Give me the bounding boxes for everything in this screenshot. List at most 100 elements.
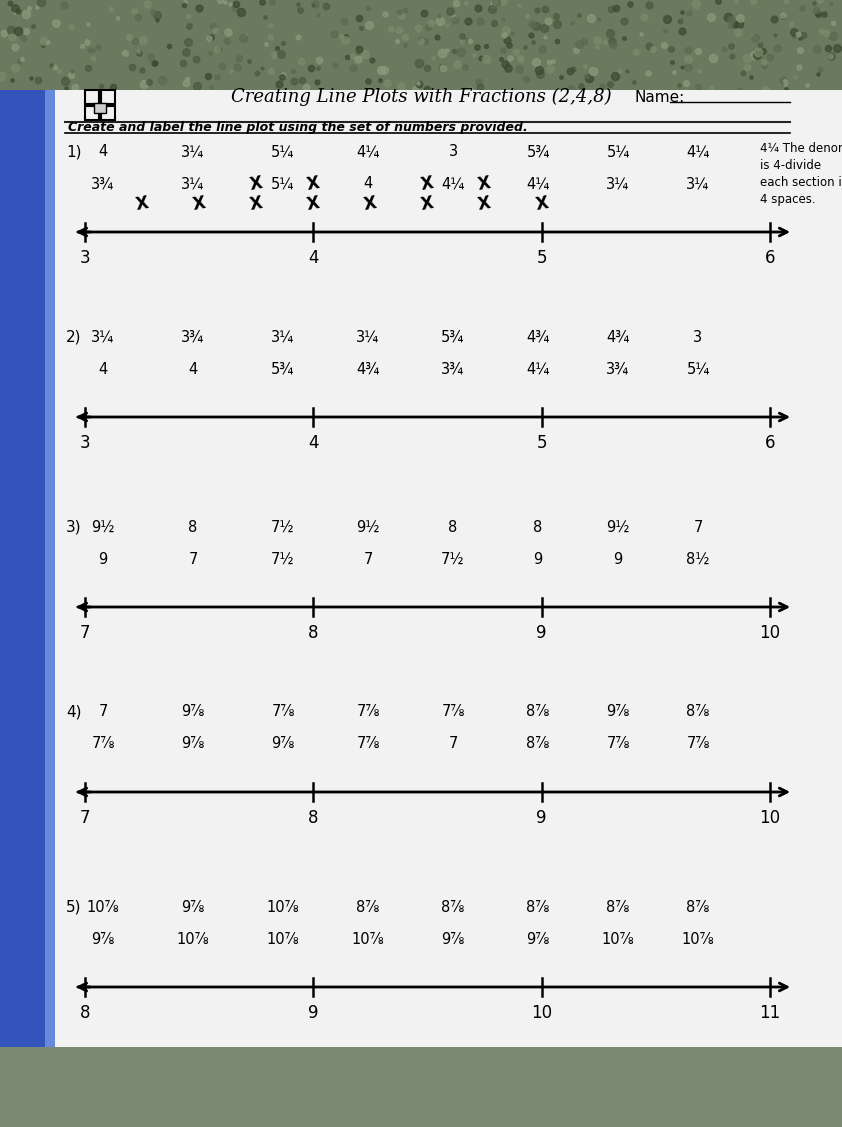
Text: 2): 2) [66, 329, 82, 345]
Text: 9½: 9½ [356, 520, 380, 534]
Text: 9⅞: 9⅞ [606, 704, 630, 719]
Text: 3: 3 [80, 434, 90, 452]
Text: 3¾: 3¾ [441, 362, 465, 376]
Text: 4¼: 4¼ [356, 144, 380, 160]
Text: 8½: 8½ [686, 551, 710, 567]
Text: X: X [248, 194, 264, 214]
Text: 3¼: 3¼ [686, 177, 710, 192]
Text: 7½: 7½ [271, 520, 295, 534]
Text: 9: 9 [613, 551, 622, 567]
Text: 9⅞: 9⅞ [181, 899, 205, 914]
Text: 7⅞: 7⅞ [91, 737, 115, 752]
Text: Creating Line Plots with Fractions (2,4,8): Creating Line Plots with Fractions (2,4,… [231, 88, 611, 106]
Text: 5: 5 [536, 434, 547, 452]
Text: X: X [191, 194, 207, 214]
Text: 7⅞: 7⅞ [271, 704, 295, 719]
Bar [45, 90, 57, 1047]
Text: 5¾: 5¾ [271, 362, 295, 376]
Text: 4¾: 4¾ [356, 362, 380, 376]
Text: 10: 10 [759, 624, 781, 642]
Text: 8: 8 [80, 1004, 90, 1022]
Text: 3: 3 [694, 329, 702, 345]
Text: 4: 4 [99, 144, 108, 160]
Text: 8: 8 [533, 520, 542, 534]
Text: 3): 3) [66, 520, 82, 534]
Text: 8⅞: 8⅞ [526, 704, 550, 719]
Text: X: X [363, 194, 378, 214]
Text: 8⅞: 8⅞ [526, 899, 550, 914]
Text: 9⅞: 9⅞ [526, 932, 550, 947]
Text: 10⅞: 10⅞ [267, 932, 299, 947]
Bar [94, 103, 106, 113]
Text: 8⅞: 8⅞ [686, 899, 710, 914]
Text: 7: 7 [80, 624, 90, 642]
Text: 5¼: 5¼ [686, 362, 710, 376]
Text: 10⅞: 10⅞ [177, 932, 210, 947]
Text: 4: 4 [308, 249, 318, 267]
Text: 5¼: 5¼ [271, 144, 295, 160]
Text: 9: 9 [99, 551, 108, 567]
Text: 9⅞: 9⅞ [441, 932, 465, 947]
Text: 7⅞: 7⅞ [606, 737, 630, 752]
Text: 9: 9 [536, 809, 547, 827]
Text: 4: 4 [308, 434, 318, 452]
Text: 8⅞: 8⅞ [356, 899, 380, 914]
Text: Create and label the line plot using the set of numbers provided.: Create and label the line plot using the… [68, 121, 528, 133]
Text: 8: 8 [308, 809, 318, 827]
Text: 3¼: 3¼ [356, 329, 380, 345]
Text: X: X [477, 174, 493, 194]
Text: 10: 10 [759, 809, 781, 827]
Text: 4¼: 4¼ [526, 362, 550, 376]
Text: 3: 3 [80, 249, 90, 267]
Text: 3¾: 3¾ [606, 362, 630, 376]
Text: 7⅞: 7⅞ [441, 704, 465, 719]
Text: 9⅞: 9⅞ [92, 932, 115, 947]
Text: 7: 7 [99, 704, 108, 719]
Bar [85, 90, 115, 119]
Text: 5¾: 5¾ [526, 144, 550, 160]
Text: 4¼: 4¼ [441, 177, 465, 192]
Text: 7½: 7½ [441, 551, 465, 567]
Text: 8⅞: 8⅞ [686, 704, 710, 719]
Text: 4: 4 [364, 177, 373, 192]
Text: 8: 8 [189, 520, 198, 534]
Text: 7: 7 [80, 809, 90, 827]
Text: 4: 4 [189, 362, 198, 376]
Text: 9: 9 [308, 1004, 318, 1022]
Text: X: X [419, 174, 435, 194]
Text: 4¼ The denominator
is 4-divide
each section in
4 spaces.: 4¼ The denominator is 4-divide each sect… [760, 142, 842, 206]
Text: 7⅞: 7⅞ [356, 704, 380, 719]
Text: 7: 7 [448, 737, 458, 752]
Text: 10⅞: 10⅞ [602, 932, 634, 947]
Text: 7⅞: 7⅞ [356, 737, 380, 752]
Text: 8⅞: 8⅞ [526, 737, 550, 752]
Text: 9½: 9½ [91, 520, 115, 534]
Text: X: X [534, 194, 550, 214]
Text: Name:: Name: [635, 89, 685, 105]
Text: 9⅞: 9⅞ [271, 737, 295, 752]
Text: 6: 6 [765, 249, 775, 267]
Text: X: X [248, 174, 264, 194]
Text: 8: 8 [308, 624, 318, 642]
Text: 1): 1) [66, 144, 82, 160]
Text: 5¾: 5¾ [441, 329, 465, 345]
Text: X: X [134, 194, 150, 214]
Text: 3¼: 3¼ [181, 177, 205, 192]
Text: 9: 9 [533, 551, 542, 567]
Text: 4: 4 [99, 362, 108, 376]
Text: 4¾: 4¾ [526, 329, 550, 345]
Text: 8⅞: 8⅞ [441, 899, 465, 914]
Text: 5¼: 5¼ [606, 144, 630, 160]
Text: 10⅞: 10⅞ [267, 899, 299, 914]
Text: 4¼: 4¼ [526, 177, 550, 192]
Text: 6: 6 [765, 434, 775, 452]
Text: 7½: 7½ [271, 551, 295, 567]
Text: 7: 7 [693, 520, 703, 534]
Text: 5): 5) [66, 899, 82, 914]
Text: X: X [306, 194, 322, 214]
Text: 7: 7 [189, 551, 198, 567]
Text: 3¾: 3¾ [181, 329, 205, 345]
Text: 4): 4) [66, 704, 82, 719]
Text: 3¼: 3¼ [271, 329, 295, 345]
Text: 7⅞: 7⅞ [686, 737, 710, 752]
